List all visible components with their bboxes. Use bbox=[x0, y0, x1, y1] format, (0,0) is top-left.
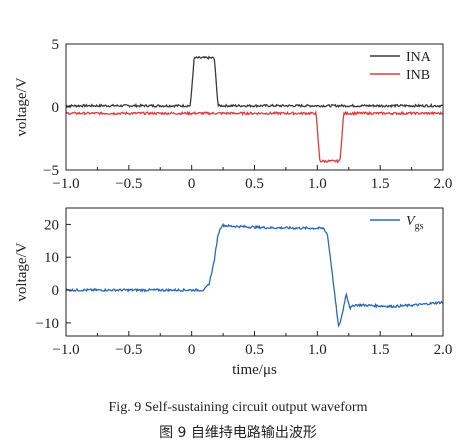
y-tick-label: 5 bbox=[52, 37, 60, 53]
caption-english: Fig. 9 Self-sustaining circuit output wa… bbox=[109, 400, 368, 415]
x-tick-label: 2.0 bbox=[434, 176, 453, 192]
x-tick-label: 0 bbox=[188, 176, 196, 192]
x-tick-label: 0 bbox=[188, 342, 196, 358]
chart-bottom-panel: −1.0 −0.5 0 0.5 1.0 1.5 2.0 20 10 0 −10 voltage/V ti… bbox=[14, 207, 453, 378]
y-tick-label: 0 bbox=[52, 283, 60, 299]
legend-label: Vgs bbox=[406, 214, 424, 232]
legend-label: INA bbox=[406, 50, 432, 65]
series-line-ina bbox=[65, 55, 444, 109]
y-axis-label: voltage/V bbox=[14, 77, 30, 136]
legend-label: INB bbox=[406, 68, 430, 83]
x-tick-label: −0.5 bbox=[115, 342, 142, 358]
x-tick-label: −1.0 bbox=[52, 342, 79, 358]
y-tick-label: 0 bbox=[52, 100, 60, 116]
series-line-v bbox=[65, 222, 444, 328]
y-tick-label: 20 bbox=[44, 217, 59, 233]
x-tick-label: 1.5 bbox=[371, 342, 390, 358]
x-tick-label: 0.5 bbox=[245, 342, 264, 358]
chart-top-panel: −1.0 −0.5 0 0.5 1.0 1.5 2.0 5 0 −5 voltage/V INA INB bbox=[14, 37, 452, 192]
y-tick-label: −10 bbox=[36, 316, 59, 332]
x-tick-label: −1.0 bbox=[52, 176, 79, 192]
x-tick-label: 2.0 bbox=[434, 342, 453, 358]
y-axis-label: voltage/V bbox=[14, 242, 30, 301]
x-tick-label: 0.5 bbox=[245, 176, 264, 192]
x-axis-label: time/μs bbox=[232, 362, 277, 378]
x-tick-label: 1.0 bbox=[308, 342, 327, 358]
y-tick-label: −5 bbox=[43, 163, 59, 179]
x-tick-label: 1.5 bbox=[371, 176, 390, 192]
caption-chinese: 图 9 自维持电路输出波形 bbox=[159, 425, 317, 441]
series-line-inb bbox=[65, 109, 444, 164]
x-tick-label: 1.0 bbox=[308, 176, 327, 192]
y-tick-label: 10 bbox=[44, 250, 59, 266]
x-tick-label: −0.5 bbox=[115, 176, 142, 192]
